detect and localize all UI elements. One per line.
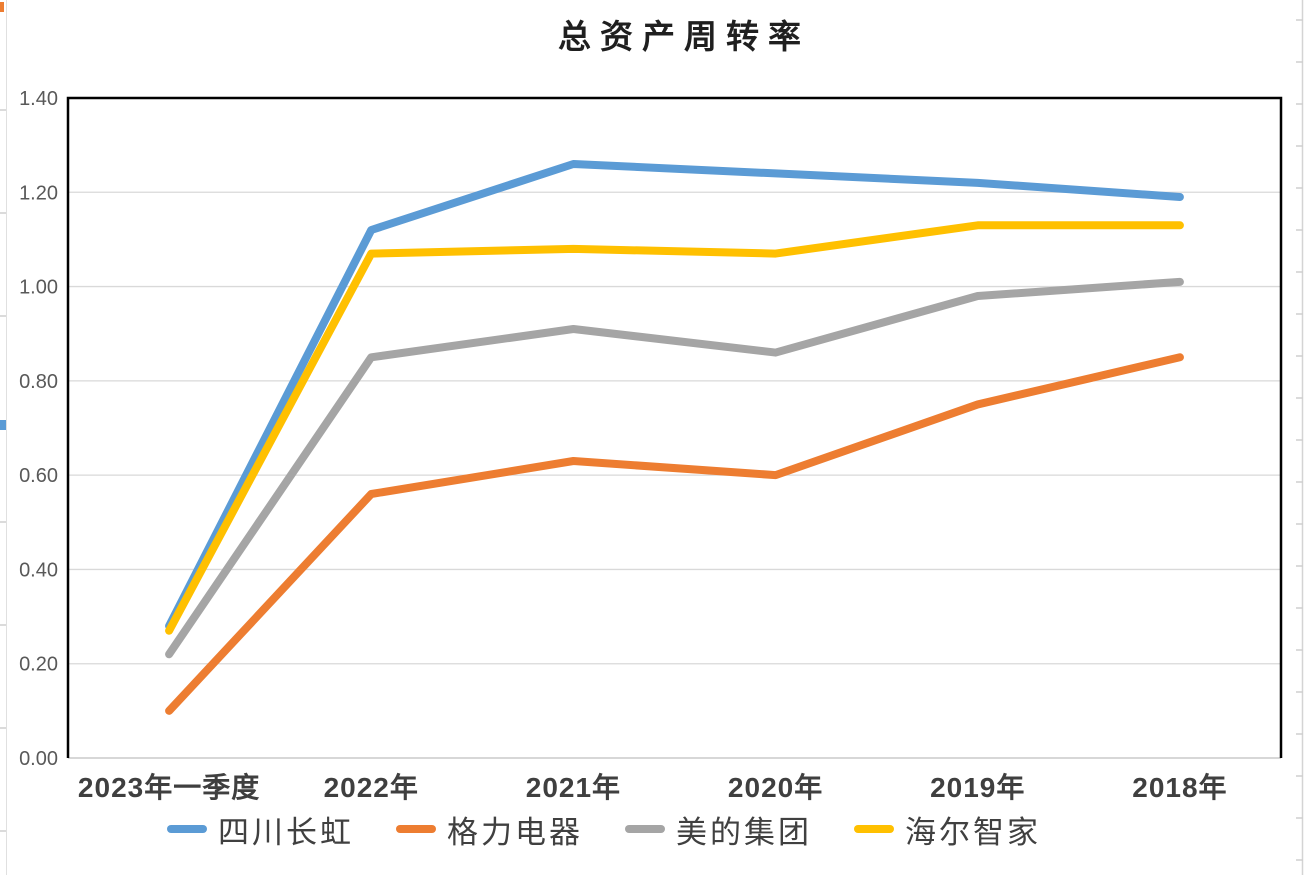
- x-axis-label: 2023年一季度: [78, 771, 260, 803]
- legend-item-四川长虹[interactable]: 四川长虹: [167, 807, 354, 852]
- sheet-edge-marker: [0, 2, 4, 12]
- y-axis-tick-label: 0.20: [19, 654, 58, 676]
- legend-swatch: [167, 825, 207, 833]
- legend-swatch: [396, 825, 436, 833]
- legend-item-海尔智家[interactable]: 海尔智家: [854, 807, 1041, 852]
- legend-swatch: [854, 825, 894, 833]
- x-axis-label: 2022年: [324, 771, 419, 803]
- x-axis-label: 2019年: [930, 771, 1025, 803]
- legend-item-格力电器[interactable]: 格力电器: [396, 807, 583, 852]
- y-axis-tick-label: 1.20: [19, 182, 58, 204]
- x-axis-label: 2018年: [1132, 771, 1227, 803]
- x-axis-label: 2021年: [526, 771, 621, 803]
- sheet-edge-marker: [0, 420, 6, 430]
- legend-item-美的集团[interactable]: 美的集团: [625, 807, 812, 852]
- y-axis-tick-label: 1.00: [19, 277, 58, 299]
- series-line-格力电器[interactable]: [165, 353, 1184, 715]
- series-line-海尔智家[interactable]: [165, 221, 1184, 635]
- legend-label: 格力电器: [447, 814, 583, 850]
- y-axis-tick-label: 0.80: [19, 371, 58, 393]
- chart-legend: 四川长虹 格力电器 美的集团 海尔智家: [0, 806, 1208, 852]
- series-line-美的集团[interactable]: [165, 277, 1184, 659]
- y-axis-tick-label: 0.40: [19, 559, 58, 581]
- y-axis-tick-label: 0.60: [19, 465, 58, 487]
- x-axis-label: 2020年: [728, 771, 823, 803]
- legend-swatch: [625, 825, 665, 833]
- legend-label: 海尔智家: [905, 814, 1041, 850]
- y-axis-tick-label: 0.00: [19, 748, 58, 770]
- legend-label: 四川长虹: [218, 814, 354, 850]
- series-line-四川长虹[interactable]: [165, 160, 1184, 630]
- y-axis-tick-label: 1.40: [19, 88, 58, 110]
- plot-border: [66, 96, 1283, 758]
- legend-label: 美的集团: [676, 814, 812, 850]
- chart-title: 总资产周转率: [558, 20, 810, 56]
